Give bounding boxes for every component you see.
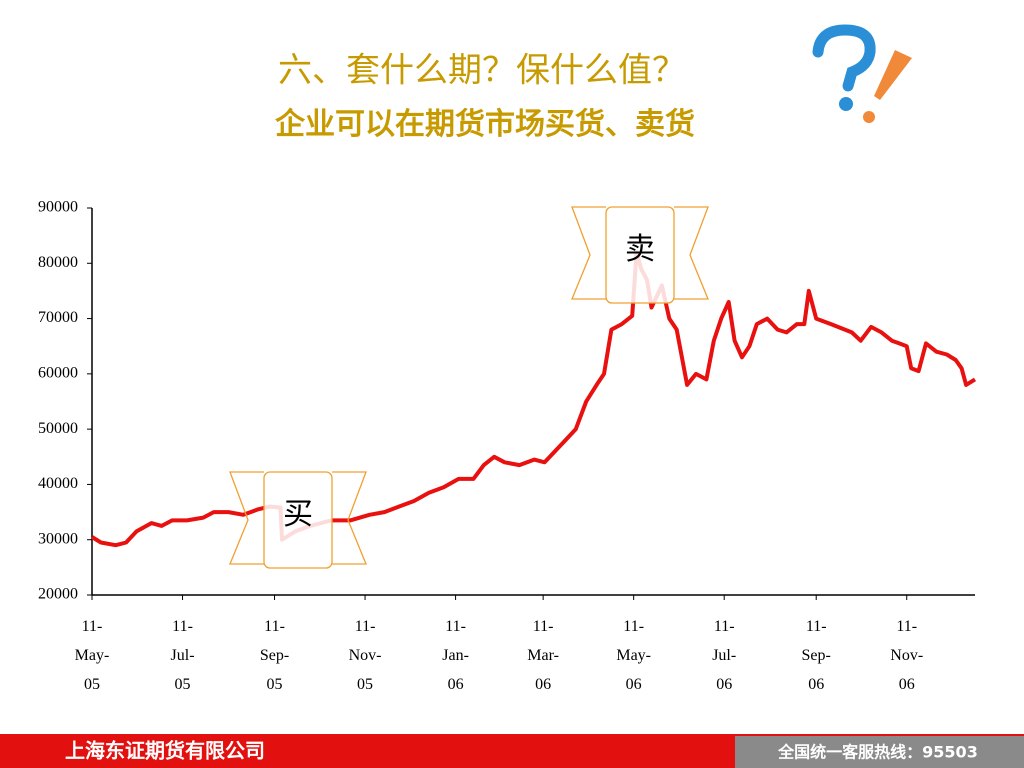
- annotation-banner: 卖: [571, 206, 709, 304]
- banner-flap: [674, 206, 709, 300]
- price-line: [90, 250, 977, 548]
- y-tick-label: 40000: [38, 475, 78, 492]
- y-tick-label: 20000: [38, 586, 78, 603]
- footer-left: 上海东证期货有限公司: [65, 739, 265, 763]
- banner-center: [605, 206, 675, 304]
- y-tick-label: 30000: [38, 530, 78, 547]
- x-tick-label: 11-May-05: [75, 618, 110, 693]
- x-tick-label: 11-Mar-06: [527, 618, 559, 693]
- banner-flap: [571, 206, 606, 300]
- y-tick-label: 70000: [38, 309, 78, 326]
- banner-flap: [332, 471, 367, 565]
- annotation-banner: 买: [229, 471, 367, 569]
- y-tick-label: 80000: [38, 254, 78, 271]
- banner-flap: [229, 471, 264, 565]
- plot: 20000 30000 40000 50000 60000 70000 80000 90000…: [38, 199, 977, 693]
- banner-center: [263, 471, 333, 569]
- x-tick-label: 11-Jul-05: [171, 618, 195, 693]
- y-tick-label: 60000: [38, 365, 78, 382]
- x-tick-label: 11-May-06: [616, 618, 651, 693]
- y-tick-label: 90000: [38, 199, 78, 216]
- y-tick-label: 50000: [38, 420, 78, 437]
- title: 六、套什么期？保什么值？: [278, 51, 686, 91]
- annotation-text: 卖: [625, 232, 655, 267]
- x-tick-label: 11-Nov-06: [890, 618, 923, 693]
- footer-box: [735, 736, 1024, 768]
- x-tick-label: 11-Nov-05: [349, 618, 382, 693]
- x-tick-label: 11-Jul-06: [712, 618, 736, 693]
- footer-right: 全国统一客服热线：95503: [777, 743, 978, 762]
- question-icon: [812, 24, 912, 123]
- subtitle: 企业可以在期货市场买货、卖货: [275, 107, 695, 142]
- x-tick-label: 11-Sep-05: [260, 618, 289, 693]
- x-tick-label: 11-Jan-06: [442, 618, 469, 693]
- x-tick-label: 11-Sep-06: [802, 618, 831, 693]
- annotation-text: 买: [283, 497, 313, 532]
